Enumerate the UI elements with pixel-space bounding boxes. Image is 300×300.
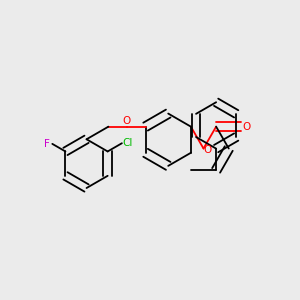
Text: O: O	[242, 122, 250, 132]
Text: F: F	[44, 139, 50, 149]
Text: O: O	[203, 145, 212, 155]
Text: O: O	[122, 116, 131, 126]
Text: Cl: Cl	[122, 138, 132, 148]
